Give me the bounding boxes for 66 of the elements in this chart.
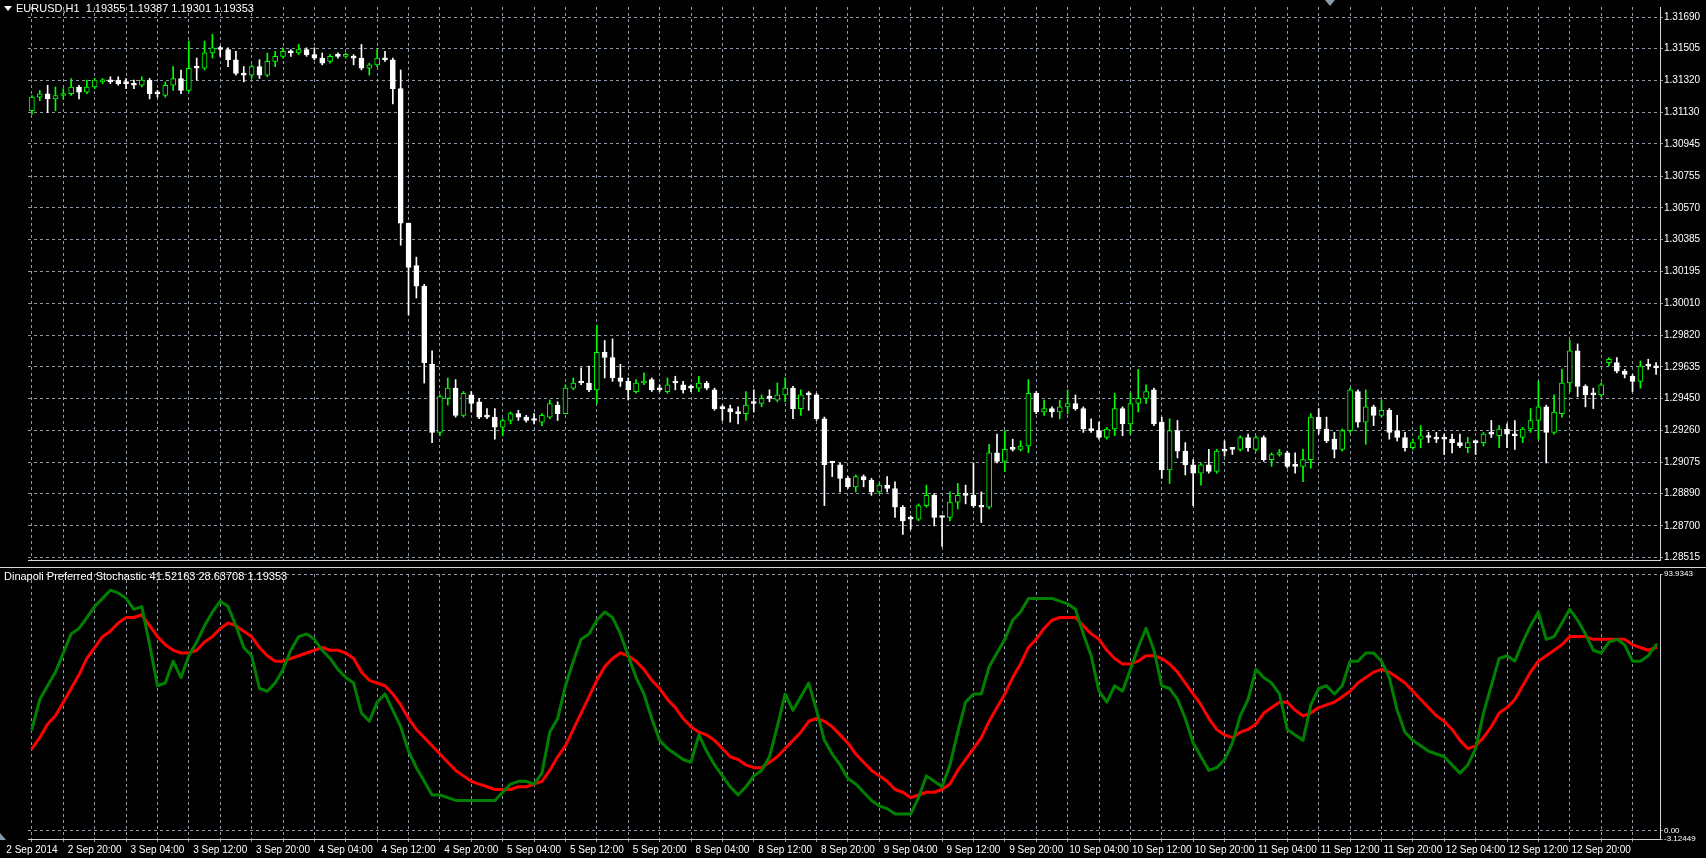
x-tick-label: 8 Sep 12:00 <box>758 843 813 855</box>
y-tick-label: 1.29635 <box>1664 360 1701 372</box>
candlestick <box>1300 449 1306 483</box>
candlestick <box>939 515 945 547</box>
x-tick-label: 12 Sep 12:00 <box>1508 843 1569 855</box>
x-tick-label: 10 Sep 20:00 <box>1194 843 1255 855</box>
y-tick-label: 1.29260 <box>1664 424 1701 436</box>
x-tick-label: 5 Sep 20:00 <box>632 843 688 855</box>
y-tick-label: 0.00 <box>1664 825 1681 835</box>
x-tick-label: 11 Sep 20:00 <box>1383 843 1443 855</box>
x-tick-label: 4 Sep 20:00 <box>444 843 499 855</box>
candlestick <box>1441 433 1448 455</box>
candlestick <box>1417 425 1424 449</box>
candlestick <box>1088 418 1094 433</box>
x-tick-label: 3 Sep 04:00 <box>130 843 185 855</box>
x-tick-label: 11 Sep 12:00 <box>1320 843 1380 855</box>
y-tick-label: 1.31130 <box>1664 106 1700 118</box>
x-tick-label: 9 Sep 12:00 <box>946 843 1001 855</box>
x-tick-label: 2 Sep 2014 <box>6 843 58 855</box>
y-tick-label: 1.31505 <box>1664 42 1701 54</box>
x-tick-label: 10 Sep 04:00 <box>1069 843 1130 855</box>
candlestick <box>1449 433 1455 454</box>
y-tick-label: 1.28515 <box>1664 551 1701 563</box>
candlestick <box>1190 459 1196 506</box>
candlestick <box>1512 420 1518 450</box>
x-tick-label: 9 Sep 20:00 <box>1009 843 1064 855</box>
chart-title: Dinapoli Preferred Stochastic 41.52163 28.63708 1.19353 <box>4 570 288 583</box>
candlestick <box>1292 452 1298 474</box>
y-tick-label: 1.29820 <box>1664 329 1701 341</box>
chart-title: EURUSD,H1 1.19355 1.19387 1.19301 1.19353 <box>16 2 254 15</box>
x-tick-label: 2 Sep 20:00 <box>67 843 123 855</box>
candlestick <box>750 389 757 413</box>
y-tick-label: 1.30570 <box>1664 201 1701 213</box>
x-tick-label: 4 Sep 12:00 <box>381 843 436 855</box>
y-tick-label: 1.30945 <box>1664 137 1701 149</box>
x-tick-label: 3 Sep 20:00 <box>256 843 311 855</box>
x-tick-label: 4 Sep 04:00 <box>318 843 374 855</box>
y-tick-label: 1.29075 <box>1664 455 1701 467</box>
x-tick-label: 11 Sep 04:00 <box>1257 843 1318 855</box>
x-tick-label: 5 Sep 04:00 <box>507 843 562 855</box>
candlestick <box>193 57 200 81</box>
x-tick-label: 9 Sep 04:00 <box>883 843 939 855</box>
y-tick-label: 1.31690 <box>1664 10 1701 22</box>
y-tick-label: -3.12449 <box>1664 834 1697 844</box>
candlestick <box>978 491 985 523</box>
candlestick <box>1653 362 1659 375</box>
x-tick-label: 3 Sep 12:00 <box>193 843 248 855</box>
x-tick-label: 12 Sep 20:00 <box>1571 843 1632 855</box>
x-tick-label: 8 Sep 20:00 <box>820 843 876 855</box>
y-tick-label: 1.31320 <box>1664 73 1701 85</box>
x-tick-label: 8 Sep 04:00 <box>695 843 750 855</box>
candlestick <box>727 404 734 423</box>
y-tick-label: 93.9343 <box>1664 569 1694 579</box>
y-tick-label: 1.30010 <box>1664 296 1701 308</box>
candlestick <box>1135 369 1142 413</box>
x-tick-label: 5 Sep 12:00 <box>569 843 625 855</box>
y-tick-label: 1.29450 <box>1664 392 1701 404</box>
y-tick-label: 1.30755 <box>1664 170 1701 182</box>
x-tick-label: 10 Sep 12:00 <box>1132 843 1192 855</box>
candlestick <box>735 406 741 425</box>
y-tick-label: 1.30385 <box>1664 233 1701 245</box>
candlestick <box>601 340 608 379</box>
x-tick-label: 12 Sep 04:00 <box>1445 843 1506 855</box>
y-tick-label: 1.28890 <box>1664 487 1701 499</box>
y-tick-label: 1.30195 <box>1664 265 1701 277</box>
y-tick-label: 1.28700 <box>1664 519 1701 531</box>
